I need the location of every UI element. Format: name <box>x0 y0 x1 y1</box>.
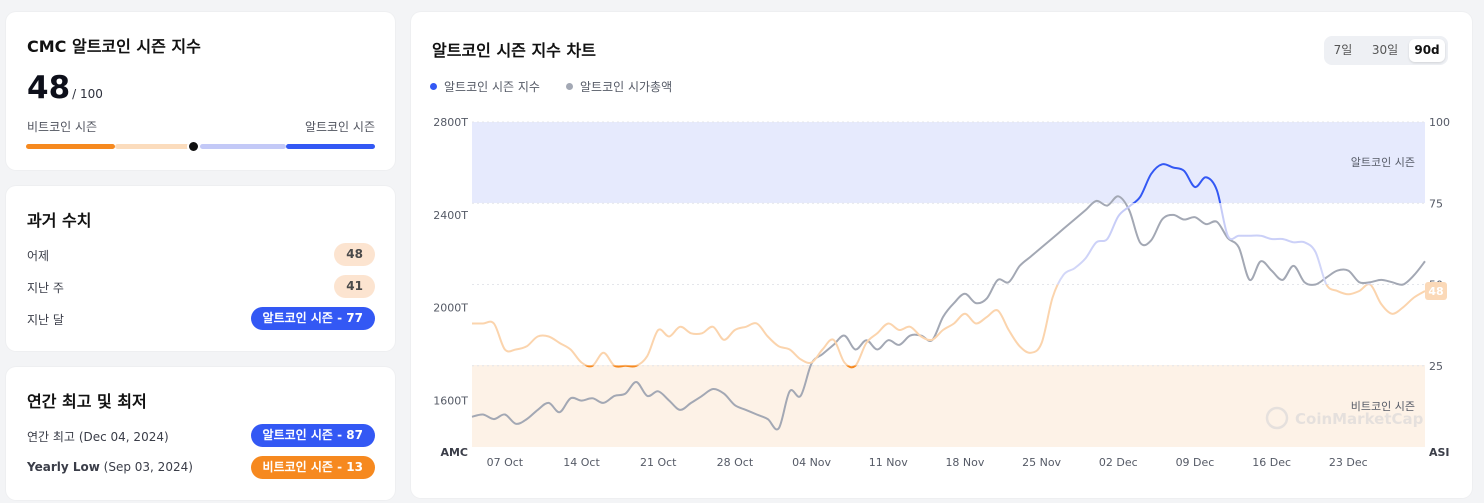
yearly-low-row: Yearly Low (Sep 03, 2024) <box>27 460 193 474</box>
left-tick-label: 2000T <box>433 302 468 315</box>
right-axis-title: ASI <box>1429 446 1450 459</box>
legend-label-index: 알트코인 시즌 지수 <box>444 80 540 94</box>
history-row-label-yesterday: 어제 <box>27 249 50 263</box>
gauge-alt-light-segment <box>200 144 286 149</box>
current-value-badge: 48 <box>1425 282 1447 300</box>
gauge-alt-segment <box>286 144 375 149</box>
legend-label-market-cap: 알트코인 시가총액 <box>580 80 673 94</box>
left-tick-label: 2800T <box>433 116 468 129</box>
grid-lines <box>472 121 1425 367</box>
altcoin-season-zone-label: 알트코인 시즌 <box>1351 155 1415 169</box>
yearly-card-title: 연간 최고 및 최저 <box>27 392 147 411</box>
yearly-high-value: 알트코인 시즌 - 87 <box>250 424 375 447</box>
gauge-bitcoin-segment <box>26 144 115 149</box>
x-tick-label: 09 Dec <box>1176 456 1215 469</box>
index-value: 48/ 100 <box>27 70 103 106</box>
x-tick-label: 04 Nov <box>792 456 831 469</box>
bitcoin-season-label: 비트코인 시즌 <box>27 120 98 134</box>
gauge-indicator-knob <box>187 140 200 153</box>
right-axis-ticks: 100755025 <box>1429 116 1450 373</box>
x-tick-label: 25 Nov <box>1022 456 1061 469</box>
watermark-text: CoinMarketCap <box>1295 410 1424 428</box>
history-value-last-week: 41 <box>334 275 375 298</box>
series-line-season-index <box>471 163 1426 369</box>
x-tick-label: 18 Nov <box>945 456 984 469</box>
historical-values-card: 과거 수치 어제 48 지난 주 41 지난 달 알트코인 시즌 - 77 <box>6 186 395 351</box>
x-tick-label: 07 Oct <box>487 456 524 469</box>
yearly-high-label: 연간 최고 <box>27 430 75 444</box>
altcoin-season-label: 알트코인 시즌 <box>304 120 375 134</box>
yearly-low-date: (Sep 03, 2024) <box>103 460 193 474</box>
yearly-high-date: (Dec 04, 2024) <box>78 430 169 444</box>
left-axis-title: AMC <box>440 446 468 459</box>
x-tick-label: 14 Oct <box>563 456 600 469</box>
history-value-yesterday: 48 <box>334 243 375 266</box>
legend-item-altcoin-season-index[interactable]: 알트코인 시즌 지수 <box>430 78 540 95</box>
altcoin-season-chart[interactable]: CoinMarketCap 알트코인 시즌 비트코인 시즌 2800T 2400T… <box>411 12 1472 498</box>
x-tick-label: 02 Dec <box>1099 456 1138 469</box>
chart-card-title: 알트코인 시즌 지수 차트 <box>432 41 596 60</box>
altcoin-season-zone <box>472 122 1425 203</box>
index-max-label: / 100 <box>72 87 103 101</box>
yearly-high-row: 연간 최고 (Dec 04, 2024) <box>27 428 169 445</box>
index-value-number: 48 <box>27 70 71 106</box>
legend-dot-gray <box>566 83 573 90</box>
series-line-market-cap <box>471 195 1426 431</box>
index-chart-card: 알트코인 시즌 지수 차트 7일 30일 90d 알트코인 시즌 지수 알트코인… <box>411 12 1472 498</box>
right-tick-label: 25 <box>1429 360 1443 373</box>
current-value-badge-text: 48 <box>1428 285 1443 298</box>
legend-item-altcoin-market-cap[interactable]: 알트코인 시가총액 <box>566 78 672 95</box>
bitcoin-season-zone <box>472 365 1425 447</box>
yearly-low-value: 비트코인 시즌 - 13 <box>250 456 375 479</box>
index-card-title: CMC 알트코인 시즌 지수 <box>27 37 201 56</box>
bitcoin-season-zone-label: 비트코인 시즌 <box>1351 400 1415 413</box>
current-value-badge-bg <box>1425 282 1447 300</box>
history-card-title: 과거 수치 <box>27 211 92 230</box>
history-row-label-last-week: 지난 주 <box>27 281 64 295</box>
range-button-90d[interactable]: 90d <box>1409 39 1445 62</box>
left-axis-ticks: 2800T 2400T 2000T 1600T <box>433 116 468 408</box>
gauge-bitcoin-light-segment <box>115 144 200 149</box>
x-tick-label: 21 Oct <box>640 456 677 469</box>
left-tick-label: 2400T <box>433 209 468 222</box>
coinmarketcap-watermark: CoinMarketCap <box>1265 406 1424 430</box>
legend-dot-blue <box>430 83 437 90</box>
history-row-label-last-month: 지난 달 <box>27 313 64 327</box>
history-value-last-month: 알트코인 시즌 - 77 <box>250 307 375 330</box>
x-tick-label: 11 Nov <box>869 456 908 469</box>
range-selector: 7일 30일 90d <box>1324 36 1448 65</box>
range-button-30d[interactable]: 30일 <box>1371 43 1399 57</box>
x-tick-label: 23 Dec <box>1329 456 1368 469</box>
coinmarketcap-logo-icon <box>1265 406 1289 430</box>
right-tick-label: 100 <box>1429 116 1450 129</box>
left-tick-label: 1600T <box>433 395 468 408</box>
x-tick-label: 28 Oct <box>717 456 754 469</box>
range-button-7d[interactable]: 7일 <box>1333 43 1353 57</box>
yearly-high-low-card: 연간 최고 및 최저 연간 최고 (Dec 04, 2024) 알트코인 시즌 … <box>6 367 395 500</box>
yearly-low-label: Yearly Low <box>27 460 100 474</box>
x-tick-label: 16 Dec <box>1252 456 1291 469</box>
right-tick-label: 75 <box>1429 197 1443 210</box>
altcoin-season-index-card: CMC 알트코인 시즌 지수 48/ 100 비트코인 시즌 알트코인 시즌 <box>6 12 395 170</box>
x-axis-ticks: 07 Oct 14 Oct 21 Oct 28 Oct 04 Nov 11 Nov 18 N… <box>487 456 1368 469</box>
